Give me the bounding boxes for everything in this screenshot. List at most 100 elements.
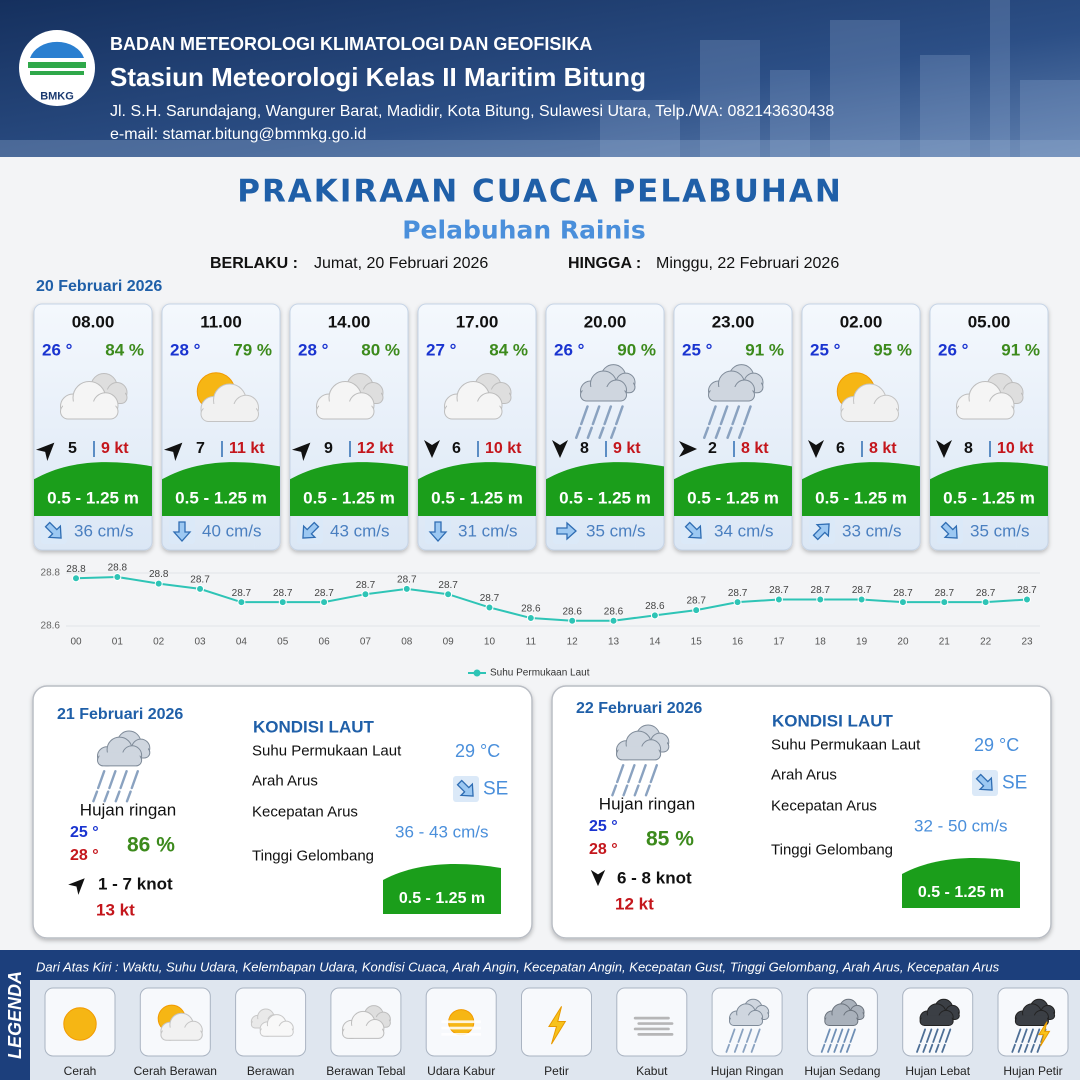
rain-drop: [103, 790, 110, 803]
rain-drop: [941, 1043, 946, 1053]
day-temp-min: 25 °: [589, 818, 618, 835]
cloud: [919, 1003, 954, 1026]
legend-item-label: Cerah: [63, 1064, 97, 1078]
rain-drop: [580, 405, 589, 426]
sea-label: Suhu Permukaan Laut: [771, 736, 921, 754]
wind-direction-arrow: [590, 869, 606, 887]
card-wave-height: 0.5 - 1.25 m: [815, 488, 907, 508]
day-date: 20 Februari 2026: [36, 278, 163, 295]
card-gust: 9 kt: [101, 440, 129, 457]
day-temp-max: 28 °: [70, 847, 99, 864]
haze-line: [441, 1026, 481, 1030]
sst-point: [485, 603, 494, 612]
value-label: 28.7: [438, 580, 458, 591]
rain-drop: [610, 426, 617, 439]
rain-drop: [820, 1043, 826, 1053]
rain-drop: [644, 784, 651, 797]
x-tick-label: 11: [526, 637, 537, 648]
logo-arc: [30, 41, 84, 58]
card-gust: 10 kt: [997, 440, 1034, 457]
value-label: 28.7: [232, 588, 252, 599]
fog-line: [633, 1027, 670, 1031]
cloud: [615, 730, 662, 761]
card-gust: 8 kt: [869, 440, 897, 457]
wave-shape: [34, 462, 152, 516]
rain-drop: [598, 426, 605, 439]
legend-item-label: Hujan Lebat: [905, 1064, 971, 1078]
rain-drop: [1027, 1028, 1034, 1043]
card-wave-height: 0.5 - 1.25 m: [175, 488, 267, 508]
card-humidity: 84 %: [489, 340, 528, 360]
wave-shape: [902, 858, 1020, 908]
sst-point: [320, 598, 329, 607]
value-label: 28.7: [1017, 585, 1037, 596]
fog-line: [637, 1022, 674, 1025]
card-humidity: 90 %: [617, 340, 656, 360]
port-building: [1020, 80, 1080, 157]
card-wave-height: 0.5 - 1.25 m: [943, 488, 1035, 508]
rain-drop: [1024, 1043, 1029, 1053]
port-floor: [0, 140, 1080, 157]
card-gust: 11 kt: [229, 440, 265, 457]
rain-drop: [731, 405, 741, 426]
sea-current-speed: 32 - 50 cm/s: [914, 816, 1008, 836]
haze-line: [441, 1033, 481, 1036]
sun: [63, 1007, 97, 1041]
card-current-speed: 40 cm/s: [202, 521, 262, 541]
card-gust: 8 kt: [741, 440, 769, 457]
rain-drop: [638, 764, 647, 784]
legend-item-label: Petir: [544, 1064, 569, 1078]
value-label: 28.7: [397, 575, 417, 586]
day-wind: 6 - 8 knot: [617, 868, 692, 888]
rain-drop: [633, 784, 640, 797]
card-current-speed: 36 cm/s: [74, 521, 134, 541]
cloud-part: [63, 401, 116, 417]
rain-drop: [839, 1043, 845, 1053]
x-tick-label: 05: [277, 637, 289, 648]
sst-point: [650, 611, 659, 620]
header-background: [0, 0, 1080, 157]
card-gust: 12 kt: [357, 440, 394, 457]
rain-drop: [922, 1043, 927, 1053]
card-humidity: 79 %: [233, 340, 272, 360]
card-temperature: 26 °: [42, 340, 73, 360]
valid-to: Minggu, 22 Februari 2026: [656, 255, 840, 272]
sea-current-direction: SE: [1002, 772, 1028, 794]
current-direction-arrow: [302, 521, 320, 539]
sst-point: [940, 598, 949, 607]
cloud-part: [730, 1015, 762, 1024]
card-humidity: 91 %: [745, 340, 784, 360]
rain-drop: [944, 1028, 952, 1043]
card-wave-height: 0.5 - 1.25 m: [559, 488, 651, 508]
card-time: 05.00: [967, 312, 1011, 332]
rain-drop: [119, 770, 128, 790]
sea-current-direction: SE: [483, 778, 509, 800]
value-label: 28.7: [728, 588, 748, 599]
value-label: 28.7: [356, 580, 376, 591]
cloud-part: [582, 387, 625, 399]
port-building: [770, 70, 810, 157]
legend-item-label: Hujan Ringan: [710, 1064, 784, 1078]
fog-line: [637, 1033, 674, 1036]
sea-current-speed: 36 - 43 cm/s: [395, 822, 489, 842]
sea-title: KONDISI LAUT: [253, 717, 374, 737]
card-wind-speed: 6: [452, 440, 461, 457]
current-direction-arrow: [428, 521, 448, 542]
day-temp-max: 28 °: [589, 841, 618, 858]
card-time: 11.00: [200, 312, 242, 332]
current-direction-arrow: [456, 779, 474, 797]
rain-drop: [575, 426, 582, 439]
x-tick-label: 03: [194, 637, 206, 648]
card-temperature: 26 °: [554, 340, 585, 360]
value-label: 28.6: [604, 606, 624, 617]
legend-tile: [616, 987, 688, 1057]
rain-drop: [928, 1043, 934, 1053]
x-tick-label: 23: [1021, 637, 1033, 648]
wind-direction-arrow: [424, 440, 440, 458]
sst-point: [981, 598, 990, 607]
legend-item-label: Berawan Tebal: [326, 1064, 406, 1078]
legend-item-label: Cerah Berawan: [133, 1064, 217, 1078]
card-time: 14.00: [327, 312, 371, 332]
legend-item-label: Berawan: [246, 1064, 295, 1078]
